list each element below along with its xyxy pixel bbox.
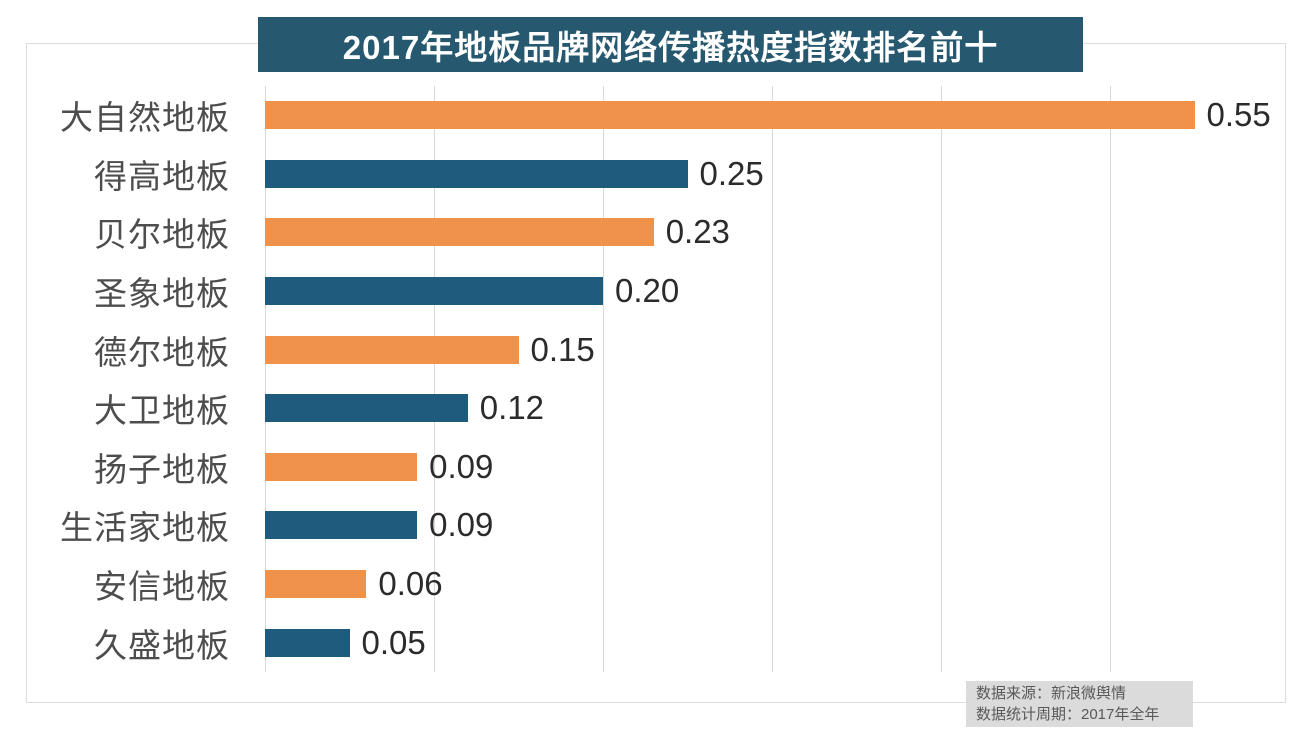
bar (265, 277, 603, 306)
bar-track: 0.09 (265, 448, 1279, 486)
bar-track: 0.05 (265, 624, 1279, 662)
gridline (265, 86, 266, 672)
bar-row: 久盛地板 0.05 (40, 613, 1290, 672)
category-label: 大自然地板 (60, 99, 230, 137)
bar-track: 0.06 (265, 565, 1279, 603)
gridline (603, 86, 604, 672)
category-label: 安信地板 (94, 568, 230, 606)
value-label: 0.05 (361, 623, 426, 661)
value-label: 0.15 (530, 330, 595, 368)
category-label: 大卫地板 (94, 392, 230, 430)
gridline (434, 86, 435, 672)
bar-row: 圣象地板 0.20 (40, 262, 1290, 321)
chart-title: 2017年地板品牌网络传播热度指数排名前十 (342, 28, 999, 66)
source-note-line1: 数据来源：新浪微舆情 (976, 685, 1127, 702)
category-label: 扬子地板 (94, 450, 230, 488)
category-label: 生活家地板 (60, 509, 230, 547)
bar-track: 0.15 (265, 331, 1279, 369)
gridlines (265, 86, 1279, 672)
category-label: 圣象地板 (94, 275, 230, 313)
bar (265, 101, 1195, 130)
value-label: 0.06 (378, 565, 443, 603)
bar-row: 大卫地板 0.12 (40, 379, 1290, 438)
value-label: 0.12 (479, 389, 545, 427)
bar-row: 德尔地板 0.15 (40, 320, 1290, 379)
bar (265, 452, 418, 481)
bar (265, 218, 654, 247)
bar (265, 628, 350, 657)
gridline (1110, 86, 1111, 672)
bar-row: 生活家地板 0.09 (40, 496, 1290, 555)
value-label: 0.25 (699, 154, 764, 192)
source-note-line2: 数据统计周期：2017年全年 (976, 706, 1160, 723)
bar (265, 570, 367, 599)
bar-row: 安信地板 0.06 (40, 555, 1290, 614)
bar-track: 0.25 (265, 155, 1279, 193)
chart-title-banner: 2017年地板品牌网络传播热度指数排名前十 (258, 17, 1083, 72)
bar-track: 0.09 (265, 506, 1279, 544)
bar (265, 159, 688, 188)
bar (265, 511, 418, 540)
category-label: 久盛地板 (94, 626, 230, 664)
bar-row: 扬子地板 0.09 (40, 438, 1290, 497)
gridline (772, 86, 773, 672)
source-note: 数据来源：新浪微舆情 数据统计周期：2017年全年 (966, 681, 1193, 727)
bar-rows: 大自然地板 0.55 得高地板 0.25 贝尔地板 0.23 圣象地板 (40, 86, 1290, 672)
value-label: 0.55 (1206, 96, 1271, 134)
value-label: 0.09 (429, 447, 494, 485)
bar-row: 大自然地板 0.55 (40, 86, 1290, 145)
value-label: 0.09 (429, 506, 494, 544)
category-label: 得高地板 (94, 157, 230, 195)
bar-track: 0.12 (265, 389, 1279, 427)
bar-track: 0.23 (265, 213, 1279, 251)
gridline (941, 86, 942, 672)
bar (265, 394, 468, 423)
value-label: 0.23 (665, 213, 730, 251)
bar-track: 0.20 (265, 272, 1279, 310)
bar-row: 得高地板 0.25 (40, 145, 1290, 204)
category-label: 贝尔地板 (94, 216, 230, 254)
bar (265, 335, 519, 364)
category-label: 德尔地板 (94, 333, 230, 371)
bar-row: 贝尔地板 0.23 (40, 203, 1290, 262)
bar-track: 0.55 (265, 96, 1279, 134)
value-label: 0.20 (615, 272, 680, 310)
